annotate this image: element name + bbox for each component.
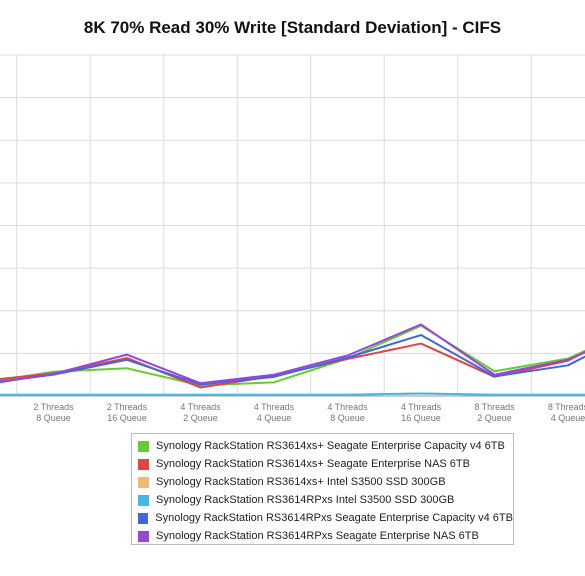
series-line	[0, 342, 585, 389]
legend-swatch	[138, 458, 149, 470]
x-tick-label: 4 Threads	[180, 402, 221, 412]
legend-item: Synology RackStation RS3614xs+ Seagate E…	[138, 437, 513, 455]
legend-swatch	[138, 512, 149, 524]
legend-item: Synology RackStation RS3614RPxs Seagate …	[138, 527, 513, 545]
x-tick-label: 4 Queue	[551, 413, 585, 423]
grid-lines	[0, 54, 585, 397]
x-tick-label: 1 Threads	[0, 402, 1, 412]
legend: Synology RackStation RS3614xs+ Seagate E…	[131, 433, 514, 545]
chart-title: 8K 70% Read 30% Write [Standard Deviatio…	[83, 18, 502, 37]
x-tick-label: 4 Threads	[401, 402, 442, 412]
x-tick-label: 8 Queue	[36, 413, 71, 423]
series-line	[0, 324, 585, 387]
legend-label: Synology RackStation RS3614RPxs Seagate …	[156, 530, 479, 542]
series-line	[0, 323, 585, 385]
series-line	[0, 392, 585, 396]
legend-label: Synology RackStation RS3614RPxs Seagate …	[155, 512, 513, 524]
legend-label: Synology RackStation RS3614RPxs Intel S3…	[156, 494, 455, 506]
x-tick-label: 4 Threads	[327, 402, 368, 412]
series-lines	[0, 323, 585, 396]
x-tick-label: 8 Queue	[330, 413, 365, 423]
legend-label: Synology RackStation RS3614xs+ Intel S35…	[156, 476, 446, 488]
legend-item: Synology RackStation RS3614RPxs Seagate …	[138, 509, 513, 527]
x-tick-label: 16 Queue	[107, 413, 147, 423]
x-tick-label: 2 Queue	[183, 413, 218, 423]
legend-swatch	[138, 440, 149, 452]
x-tick-label: 8 Threads	[548, 402, 585, 412]
legend-item: Synology RackStation RS3614xs+ Seagate E…	[138, 455, 513, 473]
x-tick-label: 2 Threads	[33, 402, 74, 412]
x-tick-label: 4 Threads	[254, 402, 295, 412]
legend-label: Synology RackStation RS3614xs+ Seagate E…	[156, 440, 505, 452]
legend-item: Synology RackStation RS3614xs+ Intel S35…	[138, 473, 513, 491]
legend-item: Synology RackStation RS3614RPxs Intel S3…	[138, 491, 513, 509]
x-tick-label: 2 Queue	[477, 413, 512, 423]
legend-swatch	[138, 530, 149, 542]
legend-label: Synology RackStation RS3614xs+ Seagate E…	[156, 458, 470, 470]
series-line	[0, 334, 585, 386]
x-tick-label: 8 Threads	[474, 402, 515, 412]
legend-swatch	[138, 476, 149, 488]
x-tick-label: 16 Queue	[401, 413, 441, 423]
x-tick-label: 2 Threads	[107, 402, 148, 412]
x-tick-label: 4 Queue	[257, 413, 292, 423]
legend-swatch	[138, 494, 149, 506]
